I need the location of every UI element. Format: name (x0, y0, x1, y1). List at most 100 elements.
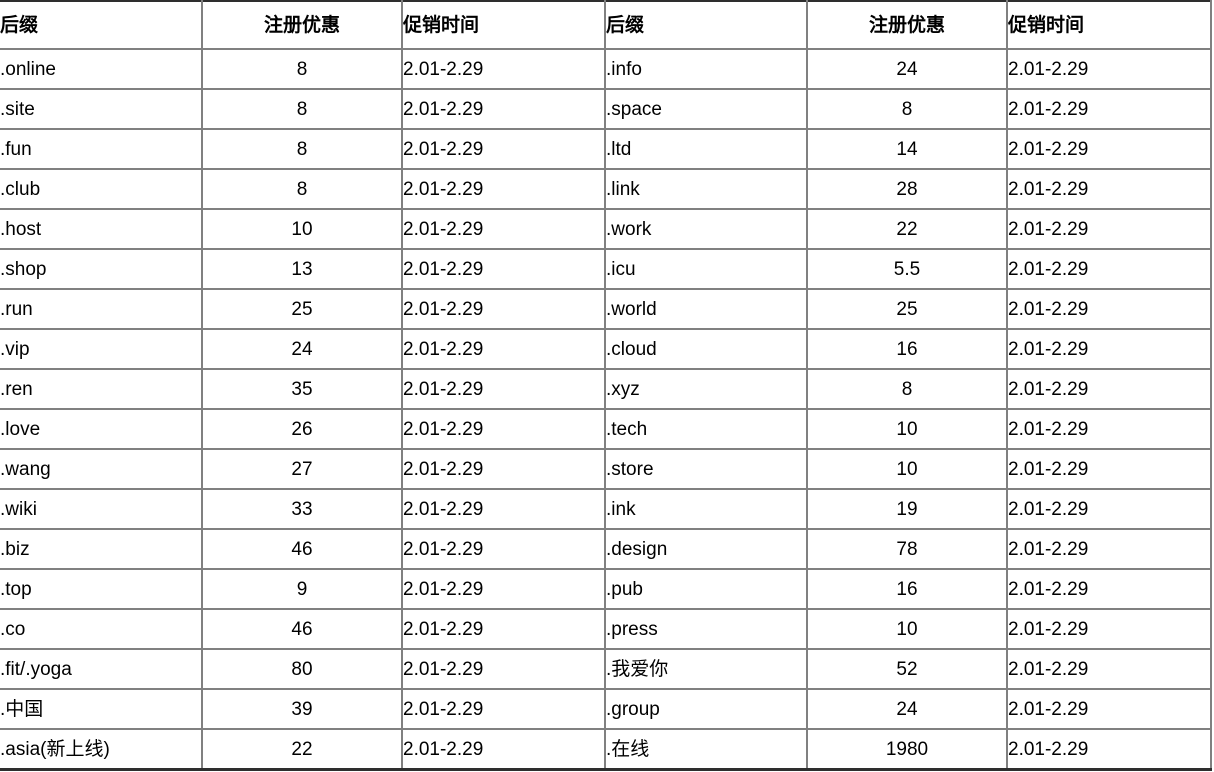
period-cell-left: 2.01-2.29 (401, 649, 605, 690)
suffix-cell-left: .host (0, 209, 202, 250)
suffix-cell-right: .space (604, 89, 807, 130)
suffix-cell-right: .xyz (604, 369, 807, 410)
period-cell-right: 2.01-2.29 (1006, 649, 1212, 690)
period-cell-right: 2.01-2.29 (1006, 529, 1212, 570)
discount-cell-left: 46 (201, 609, 402, 650)
suffix-cell-left: .online (0, 49, 202, 90)
period-cell-left: 2.01-2.29 (401, 209, 605, 250)
discount-cell-left: 26 (201, 409, 402, 450)
suffix-cell-right: .press (604, 609, 807, 650)
period-cell-right: 2.01-2.29 (1006, 409, 1212, 450)
discount-cell-right: 24 (806, 689, 1007, 730)
suffix-cell-right: .link (604, 169, 807, 210)
header-discount-right: 注册优惠 (806, 1, 1007, 50)
table-row: .club 8 2.01-2.29 .link 28 2.01-2.29 (0, 169, 1212, 210)
suffix-cell-right: .work (604, 209, 807, 250)
header-period-left: 促销时间 (401, 1, 605, 50)
period-cell-right: 2.01-2.29 (1006, 249, 1212, 290)
table-row: .中国 39 2.01-2.29 .group 24 2.01-2.29 (0, 689, 1212, 730)
discount-cell-right: 10 (806, 449, 1007, 490)
suffix-cell-left: .wang (0, 449, 202, 490)
suffix-cell-left: .fit/.yoga (0, 649, 202, 690)
discount-cell-left: 8 (201, 129, 402, 170)
period-cell-right: 2.01-2.29 (1006, 49, 1212, 90)
discount-cell-left: 46 (201, 529, 402, 570)
table-row: .wang 27 2.01-2.29 .store 10 2.01-2.29 (0, 449, 1212, 490)
discount-cell-right: 52 (806, 649, 1007, 690)
suffix-cell-right: .pub (604, 569, 807, 610)
period-cell-right: 2.01-2.29 (1006, 89, 1212, 130)
period-cell-left: 2.01-2.29 (401, 449, 605, 490)
period-cell-right: 2.01-2.29 (1006, 169, 1212, 210)
suffix-cell-left: .中国 (0, 689, 202, 730)
table-row: .site 8 2.01-2.29 .space 8 2.01-2.29 (0, 89, 1212, 130)
discount-cell-left: 33 (201, 489, 402, 530)
discount-cell-right: 8 (806, 369, 1007, 410)
discount-cell-right: 10 (806, 609, 1007, 650)
discount-cell-right: 8 (806, 89, 1007, 130)
period-cell-left: 2.01-2.29 (401, 529, 605, 570)
table-row: .fun 8 2.01-2.29 .ltd 14 2.01-2.29 (0, 129, 1212, 170)
period-cell-right: 2.01-2.29 (1006, 209, 1212, 250)
discount-cell-right: 22 (806, 209, 1007, 250)
header-suffix-left: 后缀 (0, 1, 202, 50)
discount-cell-left: 8 (201, 169, 402, 210)
header-discount-left: 注册优惠 (201, 1, 402, 50)
table-row: .host 10 2.01-2.29 .work 22 2.01-2.29 (0, 209, 1212, 250)
suffix-cell-left: .run (0, 289, 202, 330)
suffix-cell-left: .ren (0, 369, 202, 410)
suffix-cell-right: .tech (604, 409, 807, 450)
discount-cell-left: 35 (201, 369, 402, 410)
suffix-cell-right: .group (604, 689, 807, 730)
period-cell-left: 2.01-2.29 (401, 369, 605, 410)
suffix-cell-right: .world (604, 289, 807, 330)
suffix-cell-right: .icu (604, 249, 807, 290)
period-cell-left: 2.01-2.29 (401, 249, 605, 290)
header-suffix-right: 后缀 (604, 1, 807, 50)
discount-cell-left: 80 (201, 649, 402, 690)
suffix-cell-left: .co (0, 609, 202, 650)
period-cell-right: 2.01-2.29 (1006, 289, 1212, 330)
header-period-right: 促销时间 (1006, 1, 1212, 50)
table-row: .love 26 2.01-2.29 .tech 10 2.01-2.29 (0, 409, 1212, 450)
period-cell-right: 2.01-2.29 (1006, 609, 1212, 650)
period-cell-left: 2.01-2.29 (401, 569, 605, 610)
discount-cell-left: 10 (201, 209, 402, 250)
period-cell-left: 2.01-2.29 (401, 689, 605, 730)
discount-cell-left: 13 (201, 249, 402, 290)
period-cell-left: 2.01-2.29 (401, 409, 605, 450)
period-cell-right: 2.01-2.29 (1006, 369, 1212, 410)
suffix-cell-left: .biz (0, 529, 202, 570)
period-cell-right: 2.01-2.29 (1006, 729, 1212, 771)
discount-cell-left: 27 (201, 449, 402, 490)
suffix-cell-right: .在线 (604, 729, 807, 771)
period-cell-left: 2.01-2.29 (401, 169, 605, 210)
suffix-cell-right: .info (604, 49, 807, 90)
suffix-cell-right: .cloud (604, 329, 807, 370)
table-row: .vip 24 2.01-2.29 .cloud 16 2.01-2.29 (0, 329, 1212, 370)
discount-cell-right: 28 (806, 169, 1007, 210)
discount-cell-right: 10 (806, 409, 1007, 450)
period-cell-left: 2.01-2.29 (401, 729, 605, 771)
discount-cell-right: 24 (806, 49, 1007, 90)
discount-cell-right: 78 (806, 529, 1007, 570)
discount-cell-right: 19 (806, 489, 1007, 530)
suffix-cell-right: .store (604, 449, 807, 490)
suffix-cell-left: .top (0, 569, 202, 610)
table-row: .asia(新上线) 22 2.01-2.29 .在线 1980 2.01-2.… (0, 729, 1212, 771)
period-cell-left: 2.01-2.29 (401, 49, 605, 90)
suffix-cell-left: .vip (0, 329, 202, 370)
period-cell-left: 2.01-2.29 (401, 609, 605, 650)
discount-cell-right: 1980 (806, 729, 1007, 771)
period-cell-right: 2.01-2.29 (1006, 129, 1212, 170)
table-row: .shop 13 2.01-2.29 .icu 5.5 2.01-2.29 (0, 249, 1212, 290)
suffix-cell-left: .fun (0, 129, 202, 170)
suffix-cell-left: .asia(新上线) (0, 729, 202, 771)
discount-cell-left: 8 (201, 49, 402, 90)
table-row: .fit/.yoga 80 2.01-2.29 .我爱你 52 2.01-2.2… (0, 649, 1212, 690)
period-cell-right: 2.01-2.29 (1006, 449, 1212, 490)
period-cell-right: 2.01-2.29 (1006, 329, 1212, 370)
header-row: 后缀 注册优惠 促销时间 后缀 注册优惠 促销时间 (0, 1, 1212, 50)
table-body: .online 8 2.01-2.29 .info 24 2.01-2.29 .… (0, 49, 1212, 771)
suffix-cell-left: .club (0, 169, 202, 210)
